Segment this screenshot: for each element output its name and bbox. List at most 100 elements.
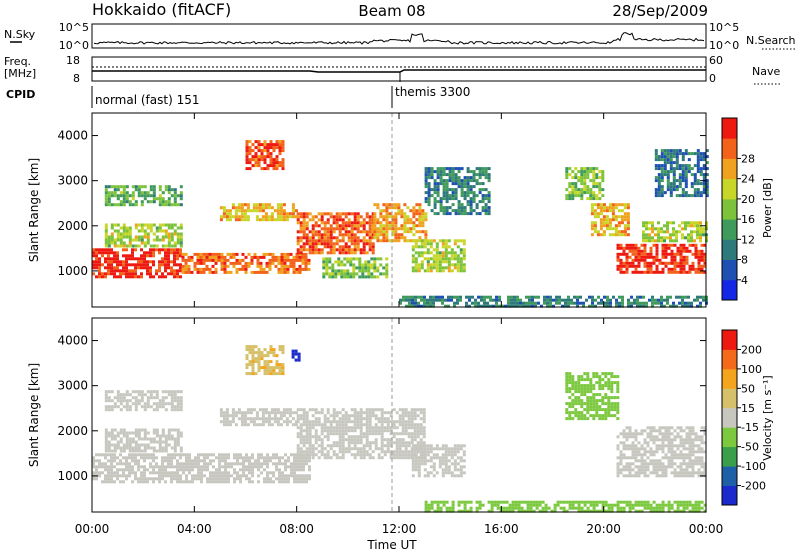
data-cell-1-8 — [577, 387, 581, 391]
data-cell-0-0 — [110, 269, 113, 273]
data-cell-1-6 — [338, 420, 342, 424]
data-cell-1-0 — [164, 459, 167, 463]
data-cell-0-10 — [469, 185, 473, 189]
data-cell-0-16 — [642, 295, 645, 299]
data-cell-0-16 — [432, 304, 435, 308]
data-cell-1-7 — [417, 456, 421, 460]
data-cell-0-8 — [352, 263, 356, 267]
data-cell-0-2 — [179, 232, 183, 236]
data-cell-0-16 — [423, 295, 426, 299]
data-cell-1-6 — [359, 408, 363, 412]
data-cell-0-8 — [370, 272, 374, 276]
data-cell-0-14 — [657, 239, 660, 243]
data-cell-0-13 — [631, 246, 635, 250]
data-cell-1-4 — [269, 366, 273, 370]
data-cell-1-1 — [104, 431, 108, 435]
data-cell-1-6 — [365, 429, 369, 433]
data-cell-0-11 — [598, 182, 602, 186]
data-cell-0-0 — [170, 251, 173, 255]
data-cell-1-7 — [453, 450, 457, 454]
data-cell-1-8 — [586, 408, 590, 412]
data-cell-1-9 — [667, 465, 671, 469]
data-cell-1-1 — [164, 440, 168, 444]
data-cell-0-6 — [335, 224, 339, 228]
data-cell-0-10 — [442, 173, 446, 177]
data-cell-1-4 — [248, 348, 252, 352]
data-cell-1-0 — [266, 459, 269, 463]
data-cell-1-6 — [398, 456, 402, 460]
data-cell-0-4 — [263, 146, 267, 150]
data-cell-0-6 — [359, 251, 363, 255]
data-cell-0-15 — [681, 176, 685, 180]
data-cell-0-13 — [700, 252, 704, 256]
data-cell-0-6 — [323, 212, 327, 216]
data-cell-0-3 — [125, 200, 129, 204]
data-cell-1-8 — [613, 396, 617, 400]
data-cell-0-7 — [424, 218, 428, 222]
data-cell-1-9 — [661, 465, 665, 469]
data-cell-1-6 — [368, 456, 372, 460]
data-cell-0-16 — [477, 301, 480, 305]
data-cell-1-9 — [616, 465, 620, 469]
data-cell-1-6 — [299, 417, 303, 421]
data-cell-1-6 — [410, 417, 414, 421]
data-cell-0-0 — [113, 260, 116, 264]
data-cell-0-15 — [693, 176, 697, 180]
data-cell-1-0 — [191, 474, 194, 478]
data-cell-1-6 — [356, 438, 360, 442]
data-cell-1-1 — [155, 431, 159, 435]
data-cell-0-13 — [682, 264, 686, 268]
data-cell-0-0 — [176, 263, 179, 267]
data-cell-1-0 — [251, 474, 254, 478]
data-cell-0-16 — [525, 301, 528, 305]
data-cell-0-16 — [408, 304, 411, 308]
data-cell-0-13 — [688, 267, 692, 271]
data-cell-0-16 — [636, 301, 639, 305]
data-cell-0-3 — [134, 188, 138, 192]
data-cell-1-6 — [395, 432, 399, 436]
data-cell-1-4 — [260, 357, 264, 361]
data-cell-0-5 — [228, 212, 232, 216]
data-cell-1-8 — [580, 399, 584, 403]
data-cell-0-9 — [438, 239, 442, 243]
data-cell-0-3 — [128, 194, 132, 198]
data-cell-0-10 — [433, 206, 437, 210]
data-cell-0-6 — [320, 215, 324, 219]
data-cell-1-9 — [619, 453, 623, 457]
data-cell-1-6 — [311, 456, 315, 460]
data-cell-1-8 — [598, 408, 602, 412]
data-cell-0-4 — [254, 161, 258, 165]
data-cell-0-15 — [672, 185, 676, 189]
data-cell-0-7 — [412, 233, 416, 237]
data-cell-0-13 — [649, 264, 653, 268]
data-cell-0-5 — [267, 203, 271, 207]
data-cell-0-10 — [436, 170, 440, 174]
data-cell-0-6 — [335, 248, 339, 252]
data-cell-0-13 — [616, 258, 620, 262]
data-cell-1-8 — [571, 381, 575, 385]
data-cell-1-9 — [664, 474, 668, 478]
data-cell-0-16 — [423, 301, 426, 305]
data-cell-0-14 — [693, 221, 696, 225]
data-cell-0-7 — [409, 239, 413, 243]
data-cell-1-0 — [290, 471, 293, 475]
data-cell-1-0 — [296, 459, 299, 463]
data-cell-0-0 — [161, 257, 164, 261]
data-cell-0-15 — [669, 155, 673, 159]
data-cell-0-9 — [444, 251, 448, 255]
data-cell-0-1 — [277, 267, 281, 271]
data-cell-0-15 — [654, 188, 658, 192]
data-cell-0-2 — [137, 229, 141, 233]
data-cell-0-0 — [107, 257, 110, 261]
data-cell-1-0 — [116, 477, 119, 481]
data-cell-0-10 — [445, 209, 449, 213]
data-cell-1-7 — [417, 474, 421, 478]
data-cell-0-0 — [131, 257, 134, 261]
data-cell-0-10 — [487, 209, 491, 213]
data-cell-0-10 — [427, 197, 431, 201]
data-cell-1-6 — [326, 444, 330, 448]
data-cell-1-9 — [643, 441, 647, 445]
data-cell-1-6 — [299, 441, 303, 445]
data-cell-0-10 — [454, 188, 458, 192]
data-cell-0-11 — [577, 170, 581, 174]
